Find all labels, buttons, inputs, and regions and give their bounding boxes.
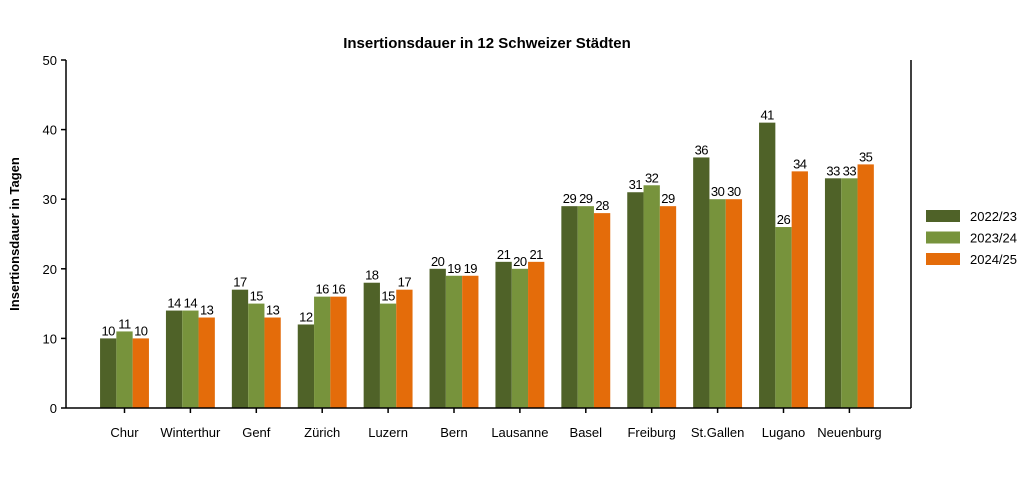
data-label: 30 [711, 184, 725, 199]
legend-label: 2023/24 [970, 231, 1017, 246]
bar [314, 296, 331, 408]
legend-swatch [926, 210, 960, 222]
x-tick-label: St.Gallen [691, 425, 744, 440]
data-label: 15 [250, 289, 264, 304]
bar [330, 296, 347, 408]
bar [824, 178, 842, 408]
data-label: 35 [859, 149, 873, 164]
bar [659, 206, 677, 408]
bar [231, 289, 249, 408]
x-tick-label: Zürich [304, 425, 340, 440]
data-label: 19 [447, 261, 461, 276]
data-label: 32 [645, 170, 659, 185]
data-label: 33 [843, 163, 857, 178]
data-label: 29 [661, 191, 675, 206]
data-label: 10 [101, 323, 115, 338]
data-label: 26 [777, 212, 791, 227]
bar [759, 122, 776, 408]
data-label: 36 [695, 142, 709, 157]
bar [495, 261, 512, 408]
data-label: 11 [118, 316, 131, 331]
data-label: 20 [513, 254, 527, 269]
data-label: 33 [826, 163, 840, 178]
data-label: 21 [529, 247, 543, 262]
data-label: 16 [315, 282, 329, 297]
data-label: 10 [134, 323, 148, 338]
bar [165, 310, 183, 408]
bar [561, 206, 578, 408]
bar [182, 310, 199, 408]
bar [462, 275, 479, 408]
data-label: 17 [398, 275, 412, 290]
y-tick-label: 50 [43, 53, 57, 68]
y-tick-label: 0 [50, 401, 57, 416]
bar [841, 178, 858, 408]
bar [693, 157, 710, 408]
x-tick-label: Lausanne [491, 425, 548, 440]
bar [116, 331, 133, 408]
data-label: 14 [167, 296, 181, 311]
bar [593, 213, 611, 408]
x-tick-label: Basel [570, 425, 603, 440]
bar [132, 338, 149, 408]
bar [709, 199, 726, 408]
bar [775, 227, 792, 408]
data-label: 20 [431, 254, 445, 269]
data-label: 15 [381, 289, 395, 304]
x-tick-label: Lugano [762, 425, 805, 440]
data-label: 30 [727, 184, 741, 199]
x-tick-label: Genf [242, 425, 271, 440]
bar [297, 324, 315, 408]
x-tick-label: Freiburg [627, 425, 675, 440]
bar [363, 282, 380, 408]
bar [577, 206, 594, 408]
bar [857, 164, 874, 408]
data-label: 12 [299, 309, 313, 324]
bar [248, 303, 265, 408]
data-label: 17 [233, 275, 247, 290]
bar [643, 185, 660, 408]
y-tick-label: 20 [43, 262, 57, 277]
bar [264, 317, 281, 408]
y-tick-label: 40 [43, 123, 57, 138]
y-tick-label: 10 [43, 331, 57, 346]
data-label: 18 [365, 268, 379, 283]
bar [511, 268, 529, 408]
x-tick-label: Luzern [368, 425, 408, 440]
data-label: 29 [563, 191, 577, 206]
legend-label: 2024/25 [970, 252, 1017, 267]
bar [198, 317, 215, 408]
bar [791, 171, 808, 408]
data-label: 28 [595, 198, 609, 213]
legend-swatch [926, 253, 960, 265]
chart-title: Insertionsdauer in 12 Schweizer Städten [343, 35, 631, 52]
x-tick-label: Bern [440, 425, 467, 440]
bar [429, 268, 446, 408]
bar [100, 338, 117, 408]
bar [627, 192, 644, 408]
y-tick-label: 30 [43, 192, 57, 207]
data-label: 41 [760, 108, 774, 123]
bar [396, 289, 413, 408]
x-tick-label: Chur [110, 425, 139, 440]
data-label: 13 [200, 303, 214, 318]
data-label: 34 [793, 156, 807, 171]
bar [379, 303, 397, 408]
x-tick-label: Neuenburg [817, 425, 881, 440]
data-label: 31 [629, 177, 643, 192]
x-tick-label: Winterthur [160, 425, 221, 440]
bar [528, 261, 545, 408]
data-label: 16 [332, 282, 346, 297]
data-label: 14 [184, 296, 198, 311]
legend-label: 2022/23 [970, 209, 1017, 224]
data-label: 13 [266, 303, 280, 318]
legend-swatch [926, 231, 960, 244]
bar [445, 275, 463, 408]
y-axis-label: Insertionsdauer in Tagen [7, 157, 22, 311]
data-label: 21 [497, 247, 511, 262]
data-label: 19 [464, 261, 478, 276]
data-label: 29 [579, 191, 593, 206]
bar [725, 199, 743, 408]
